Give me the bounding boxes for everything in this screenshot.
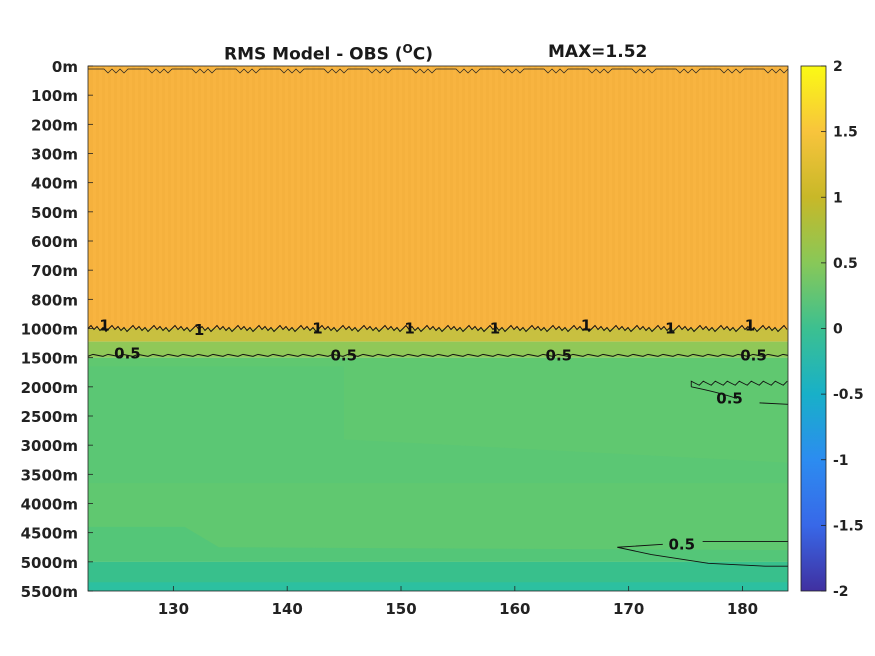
x-tick-label-4: 170 (613, 600, 644, 618)
contour-local-lower (691, 386, 789, 405)
colorbar-tick-label-7: -1.5 (833, 518, 864, 534)
colorbar-tick-label-5: -0.5 (833, 387, 864, 403)
chart-title-end: C) (412, 44, 433, 65)
x-tick-label-2: 150 (385, 600, 416, 618)
heat-band-2 (88, 341, 788, 358)
y-tick-label-10: 1500m (21, 350, 78, 368)
y-tick-label-7: 700m (31, 262, 78, 280)
colorbar-tick-label-6: -1 (833, 453, 849, 469)
y-tick-label-5: 500m (31, 204, 78, 222)
contour-label-7: 1 (745, 317, 755, 335)
contour-label-12: 0.5 (716, 390, 743, 408)
contour-surface (88, 68, 789, 74)
plot-area: 1 1 1 1 1 1 1 1 0.5 0.5 0.5 0.5 0.5 0.5 (87, 66, 789, 591)
y-tick-label-17: 5000m (21, 554, 78, 572)
y-tick-label-3: 300m (31, 146, 78, 164)
chart-title-text: RMS Model - OBS ( (224, 44, 403, 65)
contour-label-9: 0.5 (330, 346, 357, 364)
contour-label-11: 0.5 (740, 346, 767, 364)
y-tick-label-9: 1000m (21, 321, 78, 339)
y-tick-label-11: 2000m (21, 379, 78, 397)
colorbar-tick-label-1: 1.5 (833, 125, 858, 141)
y-tick-label-16: 4500m (21, 525, 78, 543)
chart-title: RMS Model - OBS (OC) (224, 42, 433, 65)
heat-region-abyss (88, 526, 788, 562)
y-tick-label-13: 3000m (21, 437, 78, 455)
y-tick-label-2: 200m (31, 116, 78, 134)
contour-label-3: 1 (404, 320, 414, 338)
contour-label-8: 0.5 (114, 344, 141, 362)
colorbar-tick-label-4: 0 (833, 322, 843, 338)
y-tick-label-8: 800m (31, 291, 78, 309)
colorbar-tick-label-3: 0.5 (833, 256, 858, 272)
max-label: MAX=1.52 (548, 42, 648, 62)
heat-region-deep (88, 366, 788, 484)
contour-label-0: 1 (99, 317, 109, 335)
axes: 0m 100m 200m 300m 400m 500m 600m 700m 800m 1000m 1… (21, 58, 789, 618)
heat-texture (88, 66, 788, 329)
colorbar: 2 1.5 1 0.5 0 -0.5 -1 -1.5 -2 (800, 59, 864, 600)
contour-label-2: 1 (312, 320, 322, 338)
contour-local-upper (690, 380, 788, 387)
contour-1 (87, 324, 788, 333)
y-tick-label-4: 400m (31, 175, 78, 193)
contour-label-5: 1 (581, 317, 591, 335)
contour-label-10: 0.5 (546, 346, 573, 364)
y-tick-label-14: 3500m (21, 466, 78, 484)
x-tick-label-3: 160 (499, 600, 530, 618)
contour-label-4: 1 (490, 320, 500, 338)
chart-title-unit-sup: O (402, 42, 413, 56)
contour-deep (617, 540, 788, 567)
colorbar-tick-label-2: 1 (833, 190, 843, 206)
contour-label-13: 0.5 (668, 535, 695, 553)
heat-band-bottom (88, 582, 788, 591)
x-tick-label-0: 130 (158, 600, 189, 618)
y-tick-label-6: 600m (31, 233, 78, 251)
contour-label-1: 1 (194, 321, 204, 339)
y-tick-label-1: 100m (31, 87, 78, 105)
colorbar-tick-label-8: -2 (833, 584, 849, 600)
colorbar-tick-label-0: 2 (833, 59, 843, 75)
y-tick-label-15: 4000m (21, 496, 78, 514)
y-tick-label-18: 5500m (21, 583, 78, 601)
contour-label-6: 1 (665, 320, 675, 338)
contour-0-5 (87, 353, 789, 357)
y-tick-label-0: 0m (52, 58, 78, 76)
x-tick-label-1: 140 (272, 600, 303, 618)
x-tick-label-5: 180 (727, 600, 758, 618)
y-tick-label-12: 2500m (21, 408, 78, 426)
heat-band-1 (88, 328, 788, 342)
